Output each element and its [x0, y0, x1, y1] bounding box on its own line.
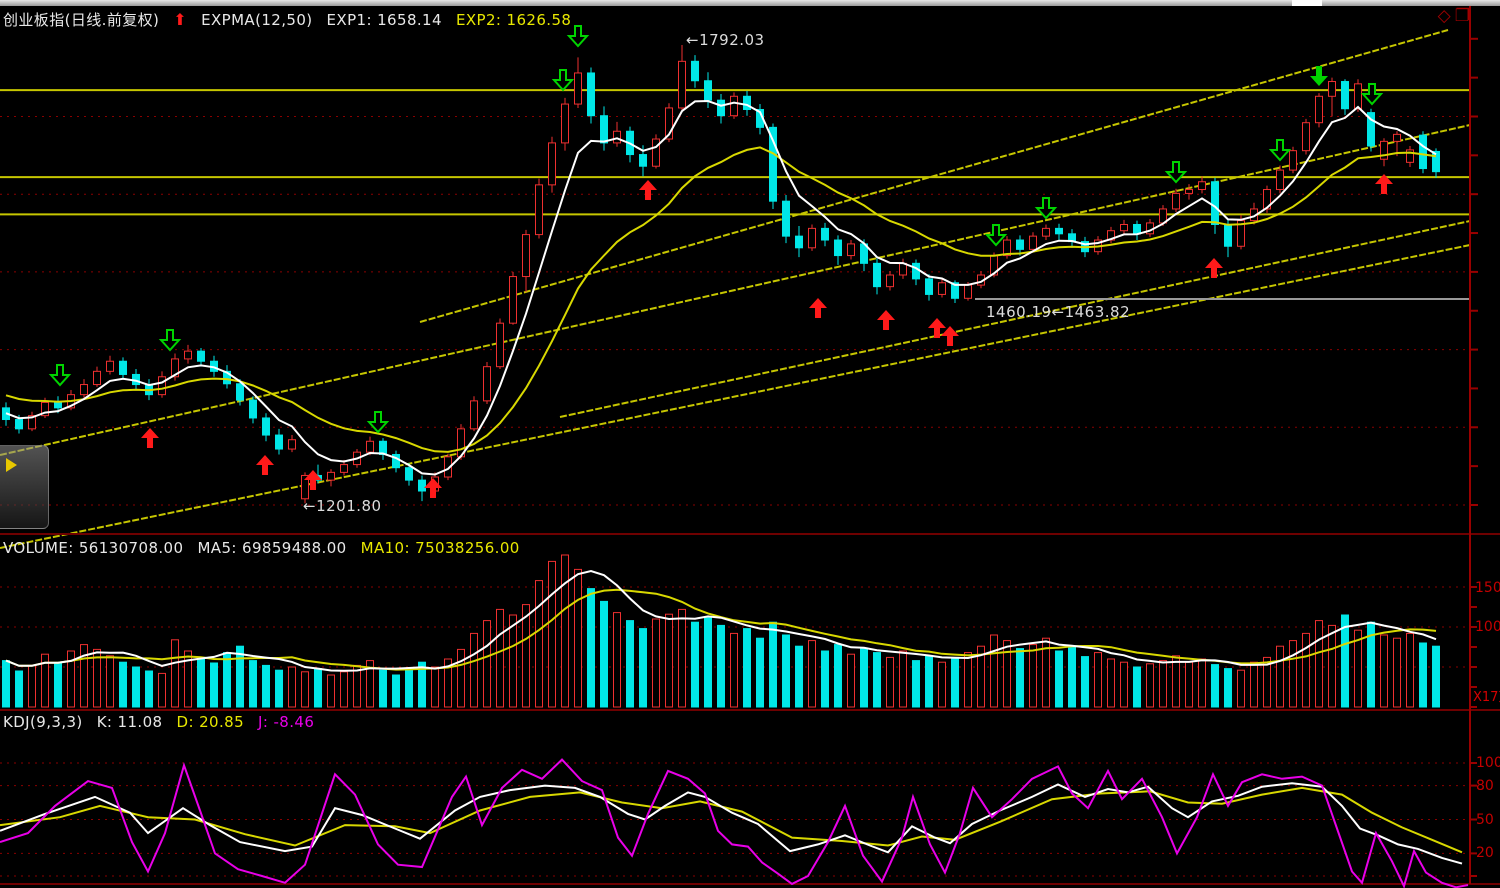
exp1-value: EXP1: 1658.14 [326, 11, 442, 29]
price-annotation: 1460.19←1463.82 [986, 303, 1131, 321]
indicator-name[interactable]: EXPMA(12,50) [201, 11, 313, 29]
title-strip-notch [1292, 0, 1322, 6]
window-controls[interactable]: ◇❐ [1438, 7, 1474, 25]
side-drawer-handle[interactable] [0, 445, 49, 529]
exp2-value: EXP2: 1626.58 [455, 11, 572, 29]
drawer-expand-icon[interactable] [6, 458, 17, 472]
diamond-icon[interactable]: ◇ [1437, 6, 1455, 26]
window-title-strip [0, 0, 1500, 6]
instrument-title[interactable]: 创业板指(日线.前复权) [3, 11, 160, 29]
volume-ma10-value: MA10: 75038256.00 [360, 539, 520, 557]
axis-tick-label: 20 [1476, 845, 1494, 862]
axis-tick-label: X17万 [1473, 690, 1500, 705]
kdj-k-value: K: 11.08 [96, 713, 163, 731]
volume-pane-header: VOLUME: 56130708.00 MA5: 69859488.00 MA10:… [3, 539, 534, 557]
axis-tick-label: 100 [1476, 755, 1500, 771]
price-pane-header: 创业板指(日线.前复权) ⬆ EXPMA(12,50) EXP1: 1658.14 EX… [3, 9, 585, 30]
axis-tick-label: 100000000 [1475, 619, 1500, 635]
price-annotation: ←1792.03 [686, 31, 765, 49]
kdj-j-value: J: -8.46 [258, 713, 315, 731]
restore-window-icon[interactable]: ❐ [1454, 6, 1474, 26]
volume-value: VOLUME: 56130708.00 [3, 539, 184, 557]
axis-tick-label: 80 [1476, 777, 1494, 794]
kdj-d-value: D: 20.85 [176, 713, 245, 731]
up-arrow-icon: ⬆ [173, 10, 188, 29]
axis-tick-label: 50 [1476, 811, 1494, 828]
volume-ma5-value: MA5: 69859488.00 [197, 539, 347, 557]
axis-tick-label: 150000000 [1475, 580, 1500, 596]
kdj-pane-header: KDJ(9,3,3) K: 11.08 D: 20.85 J: -8.46 [3, 713, 328, 731]
kdj-indicator-name[interactable]: KDJ(9,3,3) [3, 713, 83, 731]
price-annotation: ←1201.80 [303, 497, 382, 515]
